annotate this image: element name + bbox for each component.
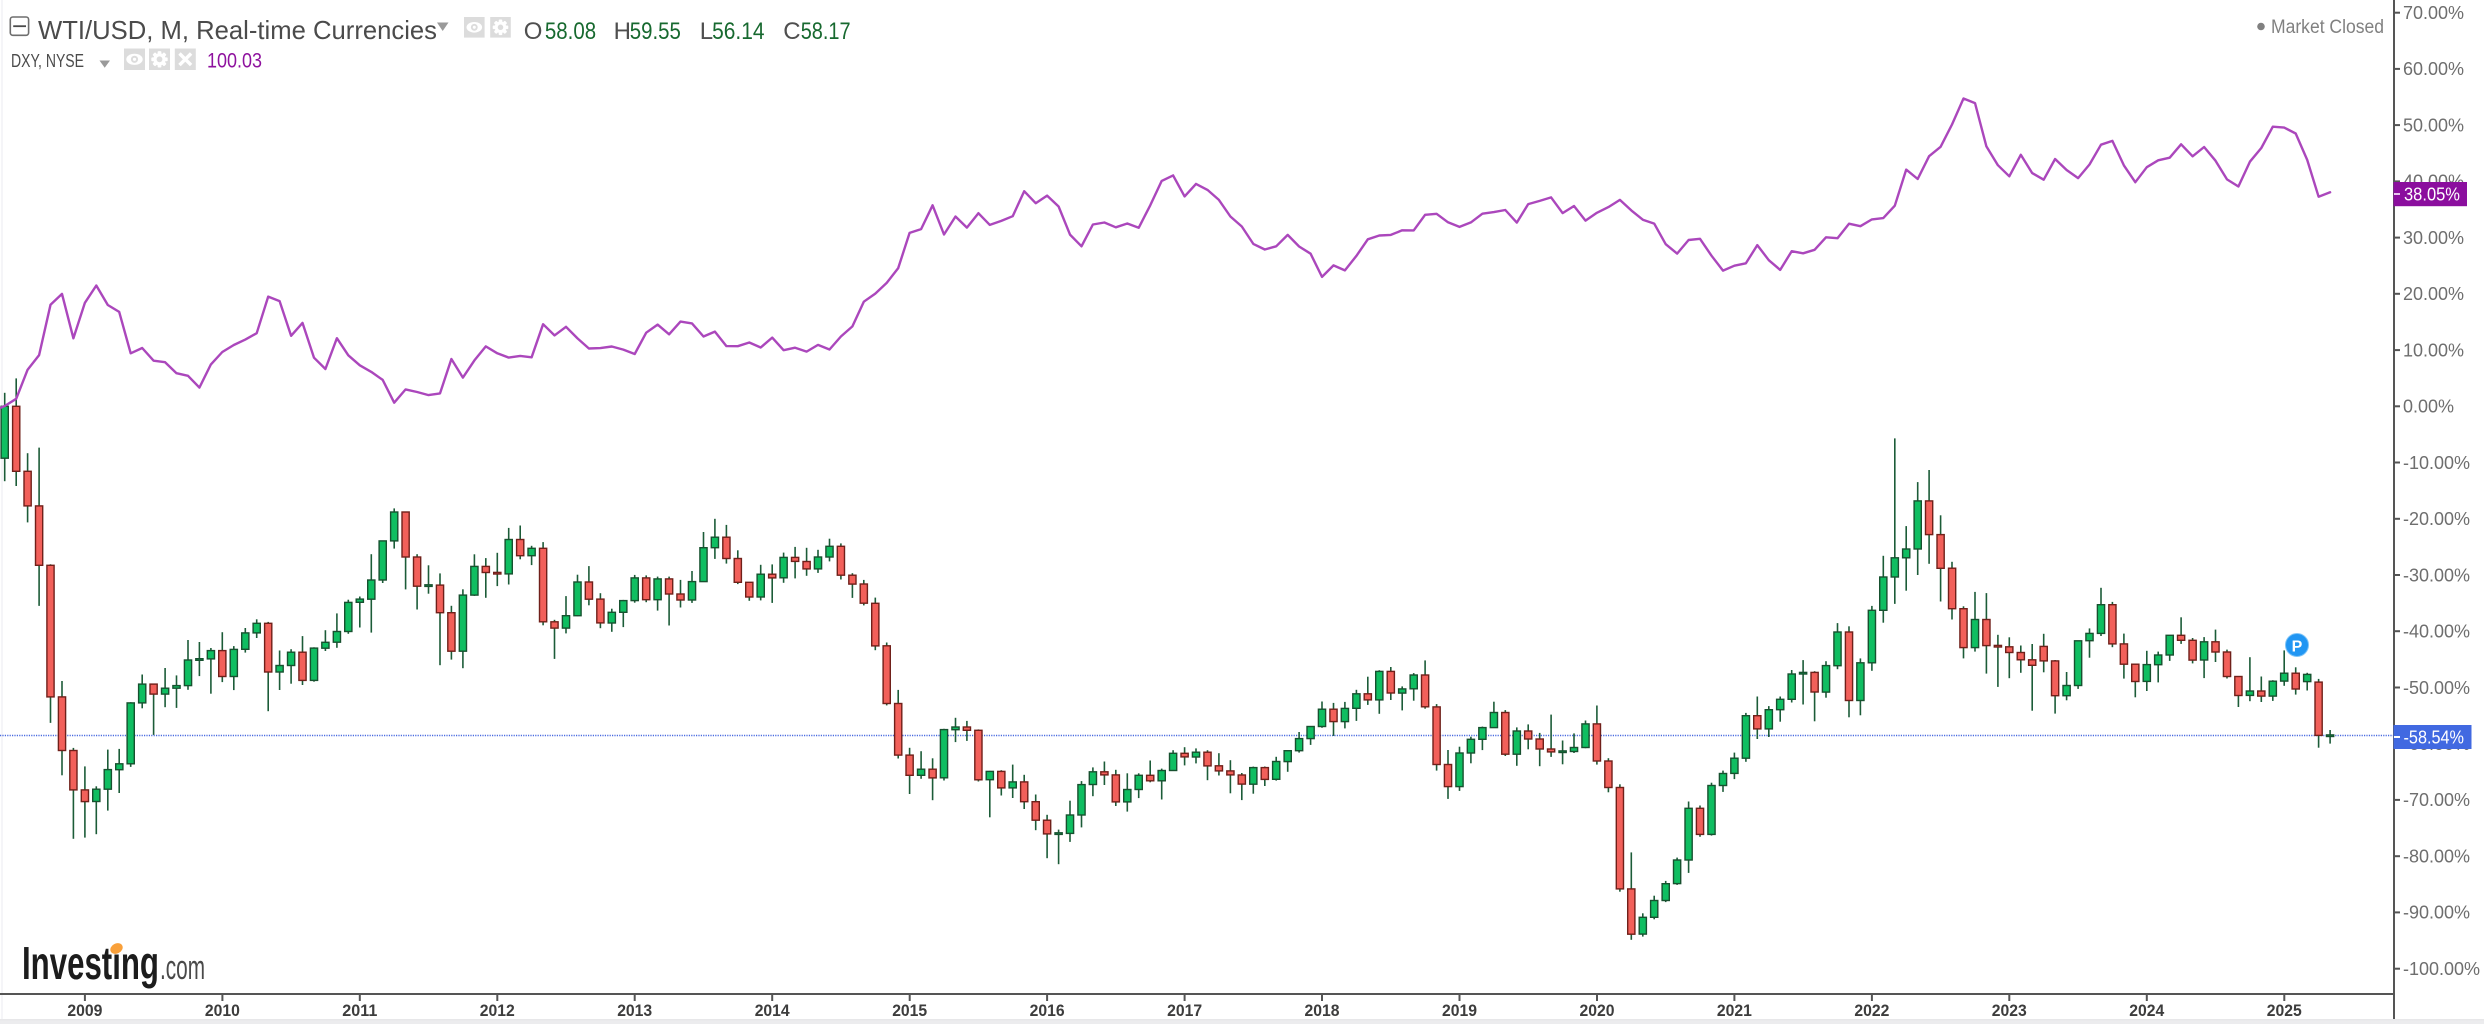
- svg-text:30.00%: 30.00%: [2403, 228, 2464, 248]
- svg-text:2016: 2016: [1030, 1001, 1065, 1020]
- svg-text:DXY, NYSE: DXY, NYSE: [11, 50, 84, 71]
- svg-text:2019: 2019: [1442, 1001, 1477, 1020]
- svg-text:2015: 2015: [892, 1001, 927, 1020]
- svg-text:2025: 2025: [2267, 1001, 2302, 1020]
- svg-text:2014: 2014: [755, 1001, 790, 1020]
- svg-text:2017: 2017: [1167, 1001, 1202, 1020]
- svg-text:-20.00%: -20.00%: [2403, 509, 2470, 529]
- svg-text:58.08: 58.08: [545, 18, 596, 45]
- svg-text:2011: 2011: [342, 1001, 377, 1020]
- svg-text:70.00%: 70.00%: [2403, 3, 2464, 23]
- svg-text:Investing: Investing: [22, 937, 159, 989]
- svg-text:-58.54%: -58.54%: [2404, 727, 2465, 747]
- svg-text:.com: .com: [160, 949, 205, 987]
- svg-text:-40.00%: -40.00%: [2403, 622, 2470, 642]
- svg-text:20.00%: 20.00%: [2403, 284, 2464, 304]
- svg-text:-100.00%: -100.00%: [2403, 959, 2480, 979]
- svg-text:0.00%: 0.00%: [2403, 397, 2454, 417]
- svg-text:59.55: 59.55: [630, 18, 681, 45]
- svg-text:58.17: 58.17: [801, 18, 851, 45]
- svg-text:10.00%: 10.00%: [2403, 340, 2464, 360]
- svg-text:-80.00%: -80.00%: [2403, 847, 2470, 867]
- svg-text:WTI/USD, M, Real-time Currenci: WTI/USD, M, Real-time Currencies: [38, 15, 437, 45]
- svg-text:2022: 2022: [1854, 1001, 1889, 1020]
- svg-text:56.14: 56.14: [712, 18, 764, 45]
- svg-text:60.00%: 60.00%: [2403, 59, 2464, 79]
- svg-text:100.03: 100.03: [207, 50, 262, 73]
- svg-text:P: P: [2292, 639, 2303, 656]
- svg-text:2012: 2012: [480, 1001, 515, 1020]
- svg-text:50.00%: 50.00%: [2403, 115, 2464, 135]
- svg-text:38.05%: 38.05%: [2404, 184, 2460, 204]
- svg-text:C: C: [783, 18, 800, 45]
- svg-text:2018: 2018: [1305, 1001, 1340, 1020]
- svg-text:H: H: [614, 18, 631, 45]
- svg-text:Market Closed: Market Closed: [2271, 17, 2384, 38]
- svg-text:2013: 2013: [617, 1001, 652, 1020]
- svg-text:-70.00%: -70.00%: [2403, 790, 2470, 810]
- svg-text:O: O: [524, 18, 543, 45]
- svg-text:-50.00%: -50.00%: [2403, 678, 2470, 698]
- svg-text:2024: 2024: [2129, 1001, 2164, 1020]
- svg-text:2023: 2023: [1992, 1001, 2027, 1020]
- svg-text:2009: 2009: [67, 1001, 102, 1020]
- svg-text:2010: 2010: [205, 1001, 240, 1020]
- svg-text:L: L: [700, 18, 713, 45]
- svg-text:-10.00%: -10.00%: [2403, 453, 2470, 473]
- svg-text:2021: 2021: [1717, 1001, 1752, 1020]
- svg-text:-90.00%: -90.00%: [2403, 903, 2470, 923]
- svg-text:2020: 2020: [1580, 1001, 1615, 1020]
- svg-text:-30.00%: -30.00%: [2403, 565, 2470, 585]
